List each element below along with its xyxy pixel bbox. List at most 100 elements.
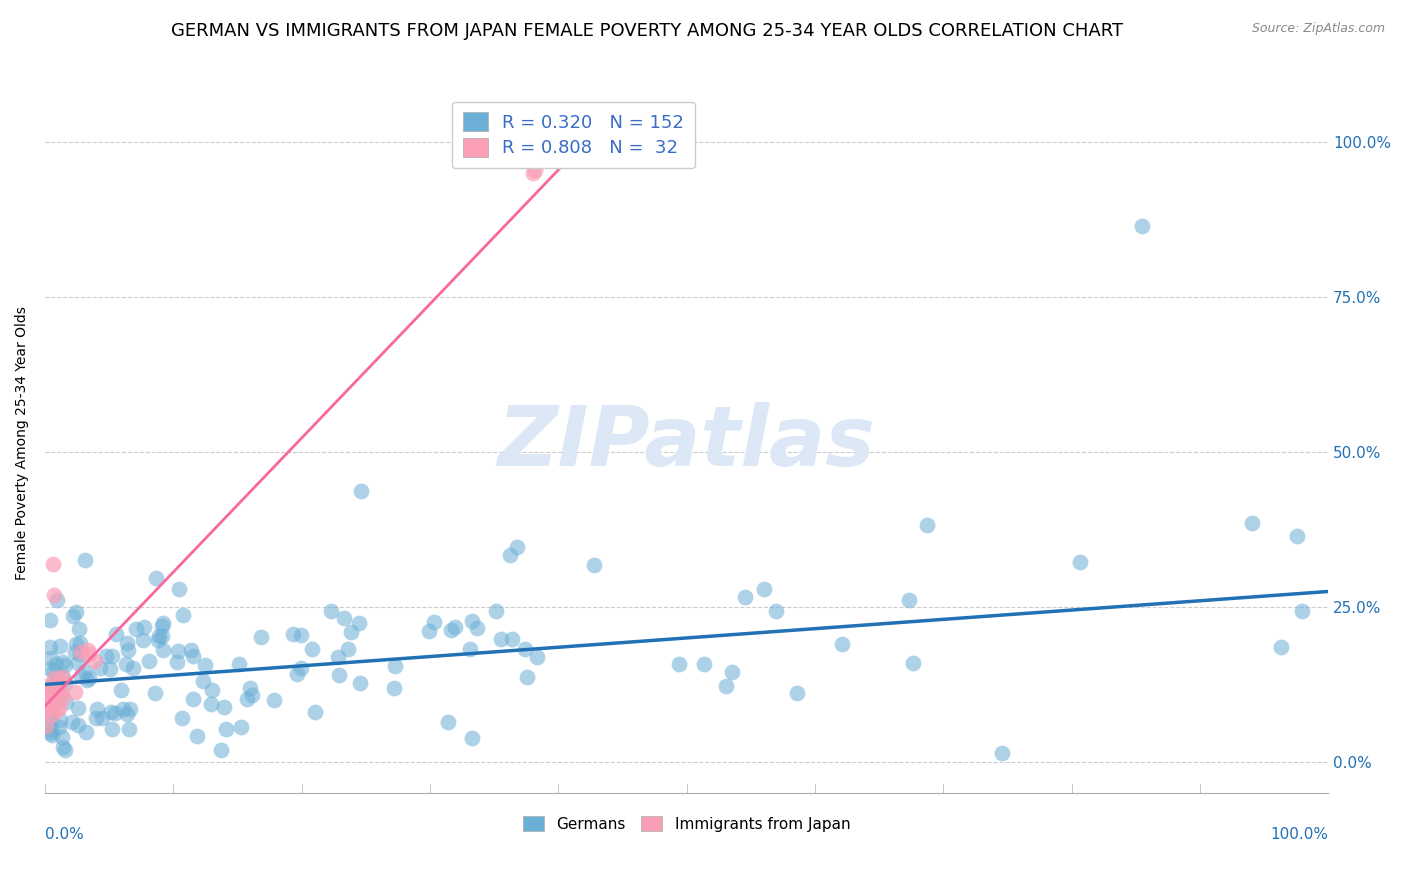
Point <box>786 686 808 700</box>
Point <box>35 679 58 693</box>
Point <box>35 689 58 703</box>
Point <box>41 728 63 742</box>
Point <box>101 722 124 736</box>
Point <box>506 540 529 554</box>
Point <box>668 657 690 671</box>
Point <box>41 683 63 698</box>
Point <box>200 697 222 711</box>
Point <box>1285 529 1308 543</box>
Point <box>146 633 169 648</box>
Point <box>118 702 141 716</box>
Point <box>915 518 938 533</box>
Point <box>45 592 67 607</box>
Point <box>49 676 72 690</box>
Point <box>39 725 62 739</box>
Point <box>53 742 76 756</box>
Point <box>152 619 174 633</box>
Point <box>42 677 65 691</box>
Point <box>39 711 62 725</box>
Point <box>41 692 63 706</box>
Point <box>46 679 69 693</box>
Point <box>991 746 1014 760</box>
Point <box>121 661 143 675</box>
Point <box>349 676 371 690</box>
Point <box>42 588 65 602</box>
Point <box>132 620 155 634</box>
Point <box>1291 604 1313 618</box>
Point <box>115 636 138 650</box>
Point <box>44 664 66 678</box>
Point <box>209 742 232 756</box>
Point <box>53 676 76 690</box>
Point <box>903 656 925 670</box>
Point <box>489 632 512 646</box>
Point <box>41 700 63 714</box>
Point <box>382 681 405 695</box>
Point <box>186 729 208 743</box>
Point <box>734 590 756 604</box>
Point <box>84 710 107 724</box>
Point <box>39 651 62 665</box>
Point <box>340 624 363 639</box>
Point <box>41 697 63 711</box>
Point <box>526 649 548 664</box>
Point <box>77 647 100 661</box>
Point <box>89 660 111 674</box>
Point <box>49 673 72 687</box>
Point <box>143 686 166 700</box>
Point <box>63 645 86 659</box>
Point <box>1240 516 1263 530</box>
Point <box>52 655 75 669</box>
Point <box>51 731 73 745</box>
Point <box>65 605 87 619</box>
Point <box>75 724 97 739</box>
Point <box>720 665 742 679</box>
Point <box>304 706 326 720</box>
Point <box>229 720 252 734</box>
Point <box>172 607 194 622</box>
Point <box>96 649 118 664</box>
Point <box>60 714 83 729</box>
Point <box>52 691 75 706</box>
Point <box>513 642 536 657</box>
Point <box>152 643 174 657</box>
Point <box>283 626 305 640</box>
Point <box>501 632 523 647</box>
Point <box>39 662 62 676</box>
Point <box>37 697 59 711</box>
Point <box>170 711 193 725</box>
Point <box>67 657 90 671</box>
Point <box>193 674 215 689</box>
Point <box>831 637 853 651</box>
Point <box>49 639 72 653</box>
Point <box>319 604 342 618</box>
Legend: Germans, Immigrants from Japan: Germans, Immigrants from Japan <box>516 810 856 838</box>
Point <box>76 673 98 687</box>
Point <box>69 648 91 662</box>
Point <box>201 682 224 697</box>
Point <box>301 642 323 657</box>
Point <box>444 620 467 634</box>
Point <box>384 659 406 673</box>
Point <box>112 702 135 716</box>
Point <box>333 611 356 625</box>
Point <box>45 657 67 671</box>
Point <box>125 622 148 636</box>
Point <box>423 615 446 629</box>
Point <box>35 719 58 733</box>
Point <box>180 643 202 657</box>
Point <box>48 687 70 701</box>
Point <box>212 699 235 714</box>
Point <box>39 717 62 731</box>
Point <box>347 615 370 630</box>
Point <box>63 685 86 699</box>
Point <box>524 163 547 178</box>
Point <box>290 627 312 641</box>
Point <box>101 648 124 663</box>
Point <box>48 720 70 734</box>
Point <box>461 614 484 628</box>
Point <box>52 740 75 755</box>
Text: 100.0%: 100.0% <box>1270 827 1329 842</box>
Point <box>285 666 308 681</box>
Point <box>693 657 716 672</box>
